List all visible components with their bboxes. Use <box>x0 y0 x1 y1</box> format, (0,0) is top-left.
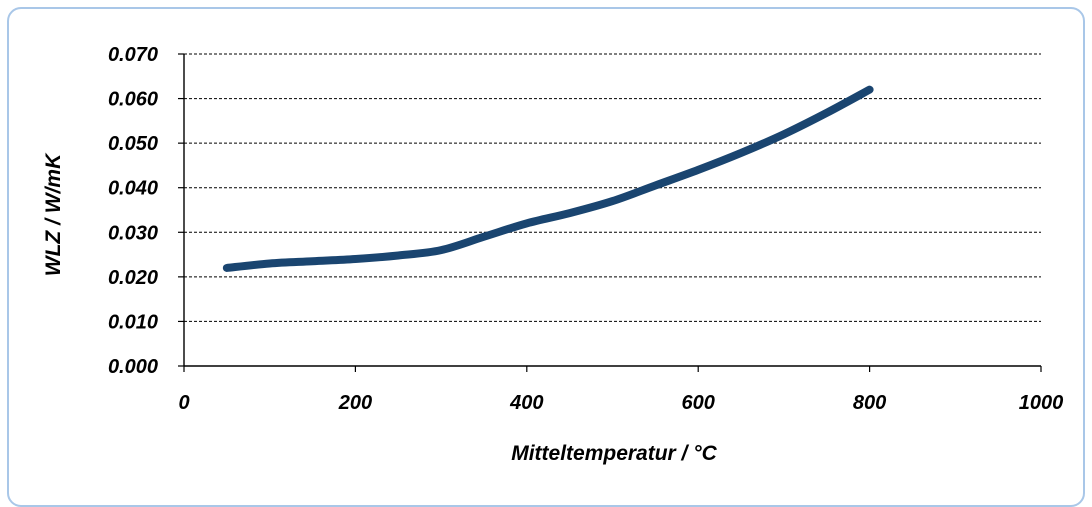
chart-frame <box>7 7 1085 507</box>
line-chart: 0.000 0.010 0.020 0.030 0.040 0.050 0.060 0.070… <box>42 44 1063 465</box>
axes <box>178 53 1042 372</box>
y-tick-label: 0.040 <box>108 178 158 200</box>
y-tick-labels: 0.000 0.010 0.020 0.030 0.040 0.050 0.060 0.070 <box>108 44 158 378</box>
y-axis-title: WLZ / W/mK <box>42 152 65 276</box>
grid-lines <box>184 53 1041 322</box>
x-tick-labels: 0 200 400 600 800 1000 <box>178 392 1063 414</box>
x-tick-label: 600 <box>682 392 715 414</box>
x-tick-label: 200 <box>338 392 372 414</box>
x-tick-label: 1000 <box>1019 392 1064 414</box>
series-line <box>222 85 874 272</box>
y-tick-label: 0.070 <box>108 44 158 66</box>
y-tick-label: 0.000 <box>108 356 158 378</box>
y-tick-label: 0.030 <box>108 222 158 244</box>
x-tick-label: 0 <box>178 392 189 414</box>
y-tick-label: 0.060 <box>108 89 158 111</box>
y-tick-label: 0.050 <box>108 133 158 155</box>
x-tick-label: 400 <box>509 392 543 414</box>
x-axis-title: Mitteltemperatur / °C <box>511 442 717 465</box>
y-tick-label: 0.020 <box>108 267 158 289</box>
x-tick-label: 800 <box>853 392 886 414</box>
series-lines <box>222 85 874 272</box>
y-tick-label: 0.010 <box>108 311 158 333</box>
